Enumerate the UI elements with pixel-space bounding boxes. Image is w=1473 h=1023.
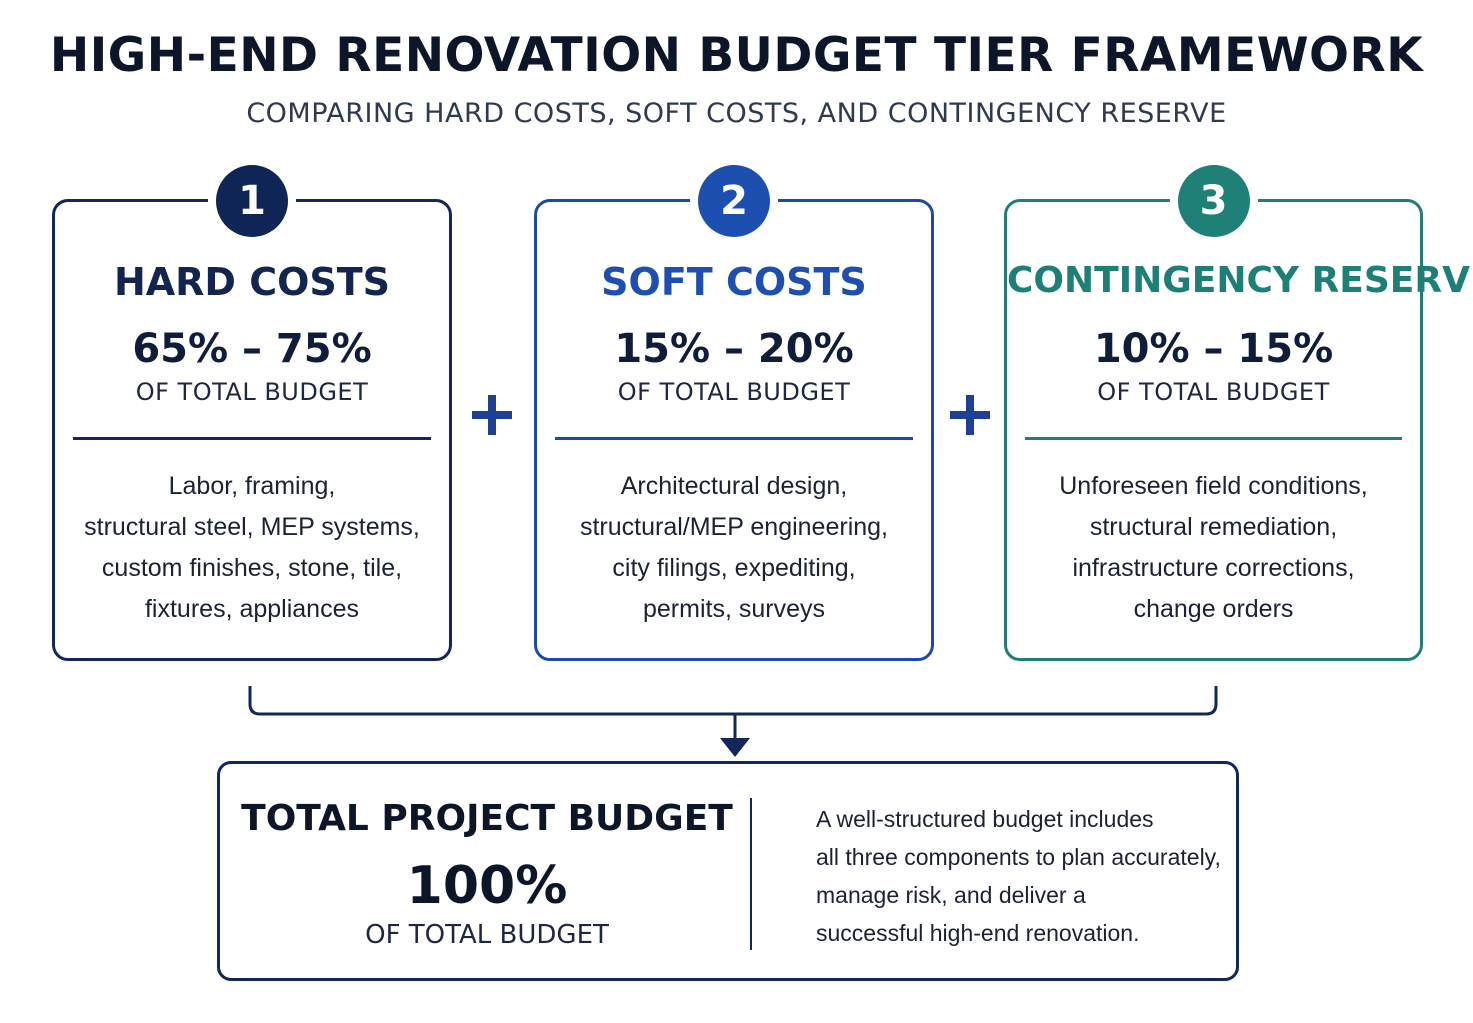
plus-icon (472, 395, 512, 435)
tier-number-badge: 3 (1169, 165, 1258, 239)
tier-card-soft-costs: 2 SOFT COSTS 15% – 20% OF TOTAL BUDGET A… (534, 165, 934, 661)
total-value: 100% (406, 856, 568, 916)
tier-heading: SOFT COSTS (601, 260, 867, 304)
total-note-line: all three components to plan accurately, (816, 844, 1221, 870)
total-divider (750, 798, 752, 950)
tier-divider (1025, 437, 1402, 440)
tier-of-label: OF TOTAL BUDGET (135, 378, 369, 406)
tier-number: 3 (1177, 165, 1250, 237)
tier-description-line: Architectural design, (620, 472, 848, 500)
tier-description-line: structural steel, MEP systems, (84, 513, 420, 541)
tier-description-line: structural remediation, (1089, 513, 1338, 541)
page-subtitle: COMPARING HARD COSTS, SOFT COSTS, AND CO… (246, 98, 1227, 129)
tier-heading: HARD COSTS (113, 260, 391, 304)
tier-description-line: permits, surveys (643, 595, 825, 623)
total-heading: TOTAL PROJECT BUDGET (241, 798, 733, 839)
tier-range: 65% – 75% (132, 326, 372, 372)
total-project-budget-box: TOTAL PROJECT BUDGET 100% OF TOTAL BUDGE… (217, 761, 1239, 981)
tier-range: 10% – 15% (1093, 326, 1334, 372)
total-note-line: A well-structured budget includes (816, 806, 1154, 832)
tier-card-hard-costs: 1 HARD COSTS 65% – 75% OF TOTAL BUDGET L… (52, 165, 452, 661)
tier-range: 15% – 20% (614, 326, 854, 372)
tier-description-line: fixtures, appliances (144, 595, 359, 623)
tier-number: 2 (698, 165, 770, 237)
down-arrow-icon (720, 738, 750, 757)
tier-number-badge: 2 (690, 165, 778, 239)
tier-description: Unforeseen field conditions, structural … (1017, 466, 1410, 630)
tier-divider (555, 437, 913, 440)
tier-description: Architectural design, structural/MEP eng… (547, 466, 921, 630)
tier-description: Labor, framing, structural steel, MEP sy… (65, 466, 439, 630)
plus-icon (950, 395, 990, 435)
tier-description-line: custom finishes, stone, tile, (101, 554, 403, 582)
tier-description-line: structural/MEP engineering, (579, 513, 889, 541)
total-note-line: manage risk, and deliver a (816, 882, 1086, 908)
tier-description-line: Unforeseen field conditions, (1059, 472, 1368, 500)
tier-description-line: infrastructure corrections, (1072, 554, 1355, 582)
total-note-line: successful high-end renovation. (816, 920, 1140, 946)
tier-description-line: change orders (1133, 595, 1294, 623)
tier-number-badge: 1 (208, 165, 296, 239)
tier-of-label: OF TOTAL BUDGET (617, 378, 851, 406)
tier-number: 1 (216, 165, 288, 237)
total-of-label: OF TOTAL BUDGET (365, 920, 609, 950)
tier-of-label: OF TOTAL BUDGET (1097, 378, 1330, 406)
total-note: A well-structured budget includes all th… (816, 800, 1221, 952)
tier-description-line: Labor, framing, (168, 472, 336, 500)
tier-description-line: city filings, expediting, (612, 554, 856, 582)
tier-card-contingency-reserve: 3 CONTINGENCY RESERVE 10% – 15% OF TOTAL… (1004, 165, 1473, 661)
tier-heading: CONTINGENCY RESERVE (1007, 260, 1473, 301)
page-title: HIGH-END RENOVATION BUDGET TIER FRAMEWOR… (49, 28, 1424, 83)
tier-divider (73, 437, 431, 440)
